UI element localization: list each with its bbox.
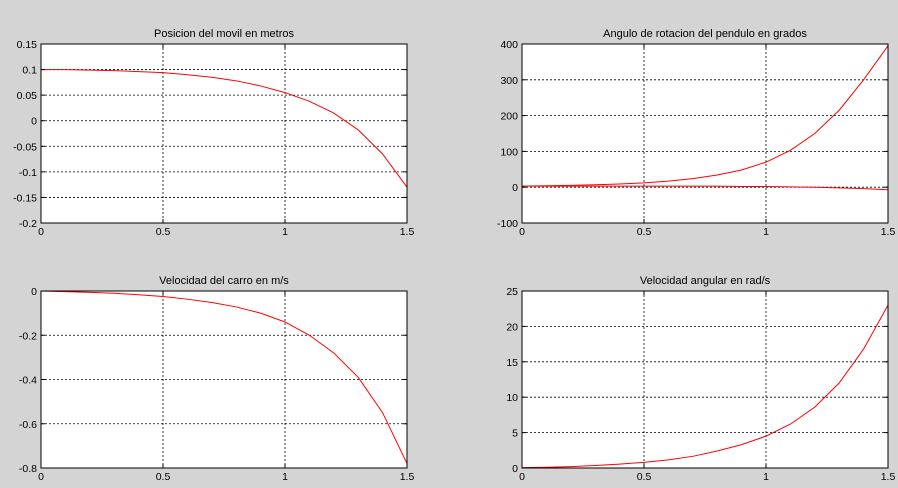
- y-tick-label: 0.05: [17, 90, 38, 102]
- y-tick-label: -0.05: [13, 141, 37, 153]
- x-tick-label: 0.5: [637, 471, 652, 483]
- y-tick-label: -0.6: [19, 419, 37, 431]
- axes-frame: [40, 43, 408, 224]
- series-line-1: [521, 45, 889, 187]
- y-tick-label: -0.15: [13, 192, 37, 204]
- subplot-title: Velocidad del carro en m/s: [159, 275, 289, 287]
- x-tick-label: 0.5: [156, 471, 171, 483]
- y-tick-label: -0.2: [19, 218, 37, 230]
- series-line-1: [41, 69, 408, 188]
- x-tick-label: 0: [519, 226, 525, 238]
- series-line-2: [522, 185, 889, 191]
- subplot-4: 0 0.5 1 1.5 0 5 10 15 20 25 Velocidad angular en r…: [506, 275, 895, 483]
- subplot-title: Velocidad angular en rad/s: [640, 275, 771, 287]
- series-line-1: [40, 290, 408, 464]
- x-tick-label: 1: [282, 471, 288, 483]
- x-tick-label: 0: [38, 471, 44, 483]
- x-tick-label: 0: [38, 226, 44, 238]
- axes-frame: [521, 290, 889, 469]
- subplot-1: 0 0.5 1 1.5 -0.2 -0.15 -0.1 -0.05 0 0.05 0.1 0.15 Po…: [13, 28, 414, 238]
- y-tick-label: 20: [506, 321, 518, 333]
- y-tick-label: 10: [506, 392, 518, 404]
- subplot-title: Posicion del movil en metros: [154, 28, 295, 40]
- y-tick-label: 100: [500, 146, 518, 158]
- x-tick-label: 1: [763, 471, 769, 483]
- y-tick-label: 300: [500, 75, 518, 87]
- y-tick-label: 0: [31, 286, 37, 298]
- x-tick-label: 1.5: [400, 226, 415, 238]
- y-tick-label: -0.1: [19, 167, 37, 179]
- y-tick-label: -0.2: [19, 330, 37, 342]
- y-tick-label: 400: [500, 39, 518, 51]
- x-tick-label: 1.5: [881, 471, 896, 483]
- y-tick-label: 0.1: [22, 65, 37, 77]
- subplots-group: 0 0.5 1 1.5 -0.2 -0.15 -0.1 -0.05 0 0.05 0.1 0.15 Po…: [13, 28, 895, 483]
- y-tick-label: 200: [500, 111, 518, 123]
- y-tick-label: 0.15: [17, 39, 38, 51]
- axes-frame: [521, 43, 889, 224]
- subplot-3: 0 0.5 1 1.5 -0.8 -0.6 -0.4 -0.2 0 Velocidad del c…: [19, 275, 415, 483]
- y-tick-label: 0: [512, 182, 518, 194]
- x-tick-label: 1: [763, 226, 769, 238]
- x-tick-label: 0: [519, 471, 525, 483]
- x-tick-label: 0.5: [637, 226, 652, 238]
- plot-area: [41, 291, 407, 468]
- y-tick-label: 0: [512, 463, 518, 475]
- y-tick-label: 5: [512, 428, 518, 440]
- x-tick-label: 0.5: [156, 226, 171, 238]
- y-tick-label: 0: [31, 116, 37, 128]
- series-line-1: [521, 304, 889, 469]
- plot-area: [41, 44, 407, 223]
- y-tick-label: 25: [506, 286, 518, 298]
- plot-area: [522, 291, 888, 468]
- x-tick-label: 1: [282, 226, 288, 238]
- x-tick-label: 1.5: [400, 471, 415, 483]
- subplot-title: Angulo de rotacion del pendulo en grados: [603, 28, 807, 40]
- plot-area: [522, 44, 888, 223]
- y-tick-label: -100: [497, 218, 518, 230]
- x-tick-label: 1.5: [881, 226, 896, 238]
- y-tick-label: -0.8: [19, 463, 37, 475]
- y-tick-label: -0.4: [19, 375, 37, 387]
- y-tick-label: 15: [506, 357, 518, 369]
